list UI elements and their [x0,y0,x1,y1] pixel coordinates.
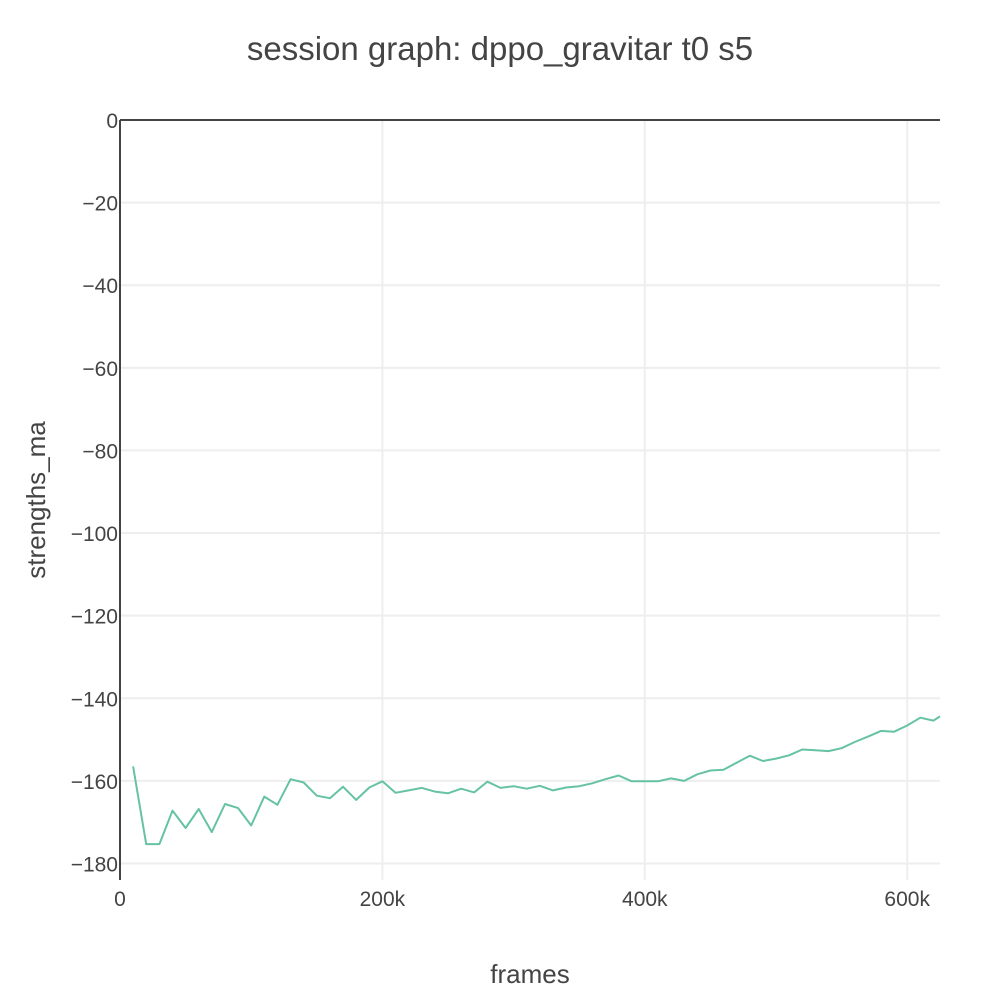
x-tick-label: 0 [114,888,126,911]
x-axis-title: frames [490,959,569,989]
y-tick-label: −140 [71,688,118,711]
chart-title: session graph: dppo_gravitar t0 s5 [247,30,753,67]
y-tick-label: −180 [71,853,118,876]
y-tick-label: −80 [82,440,118,463]
axis-layer [119,119,940,880]
series-layer [132,715,941,846]
y-tick-label: −60 [82,358,118,381]
y-tick-label: 0 [106,110,118,133]
x-tick-label: 600k [884,888,930,911]
label-layer: 0 200k 400k 600k 0 −20 −40 −60 −80 −100 −120 −140 −1… [71,110,931,911]
x-tick-label: 400k [622,888,668,911]
y-tick-label: −40 [82,275,118,298]
grid-layer [120,120,940,880]
y-tick-label: −160 [71,771,118,794]
x-tick-label: 200k [360,888,406,911]
y-axis-title: strengths_ma [21,421,51,579]
series-line [132,715,941,846]
y-tick-label: −120 [71,606,118,629]
y-tick-label: −100 [71,523,118,546]
y-tick-label: −20 [82,193,118,216]
